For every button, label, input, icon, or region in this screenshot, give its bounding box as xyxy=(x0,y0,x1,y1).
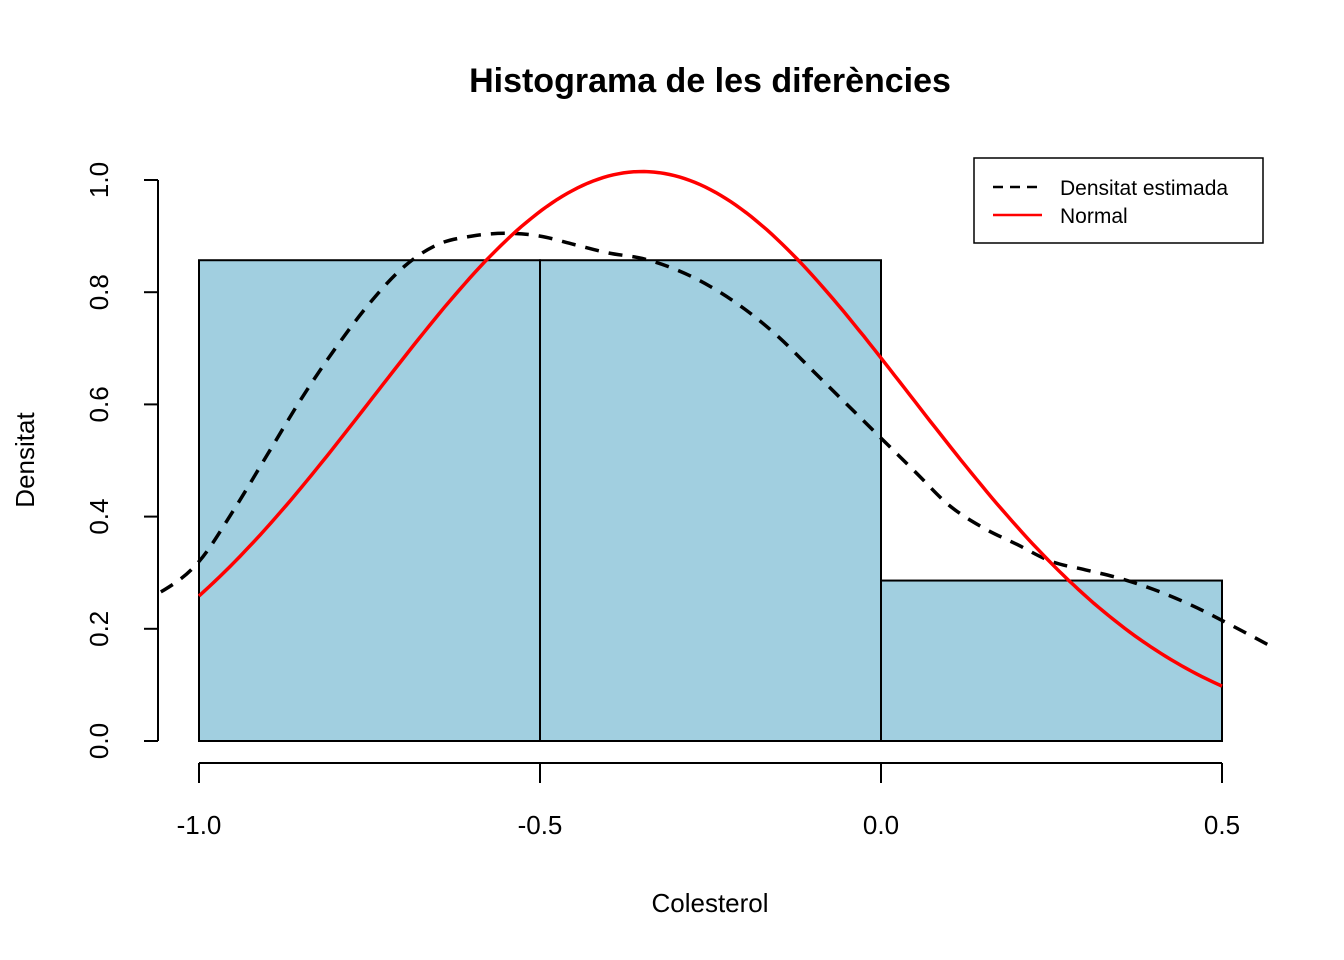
chart-title: Histograma de les diferències xyxy=(469,62,951,100)
x-axis-label: Colesterol xyxy=(651,888,768,918)
chart-legend: Densitat estimada Normal xyxy=(973,157,1264,244)
y-tick-label-3: 0.6 xyxy=(84,386,114,422)
y-tick-label-1: 0.2 xyxy=(84,611,114,647)
legend-label-normal: Normal xyxy=(1060,205,1128,228)
x-tick-label-2: 0.0 xyxy=(863,810,899,840)
x-tick-label-3: 0.5 xyxy=(1204,810,1240,840)
y-tick-label-2: 0.4 xyxy=(84,499,114,535)
histogram-bar-1 xyxy=(539,259,882,742)
histogram-bar-2 xyxy=(880,579,1223,743)
y-tick-label-5: 1.0 xyxy=(84,162,114,198)
series-densitat-estimada-line xyxy=(158,231,1268,647)
y-axis-label: Densitat xyxy=(10,412,40,508)
y-axis: 0.0 0.2 0.4 0.6 0.8 1.0 xyxy=(84,162,159,759)
series-normal-line xyxy=(197,169,1223,688)
histogram-bars xyxy=(198,259,1223,743)
x-tick-label-1: -0.5 xyxy=(518,810,563,840)
y-tick-label-4: 0.8 xyxy=(84,274,114,310)
histogram-bar-0 xyxy=(198,259,541,742)
y-tick-label-0: 0.0 xyxy=(84,723,114,759)
legend-box xyxy=(973,157,1264,244)
x-axis: -1.0 -0.5 0.0 0.5 xyxy=(177,762,1240,840)
density-curves xyxy=(158,169,1268,688)
x-tick-label-0: -1.0 xyxy=(177,810,222,840)
legend-label-densitat-estimada: Densitat estimada xyxy=(1060,177,1228,200)
